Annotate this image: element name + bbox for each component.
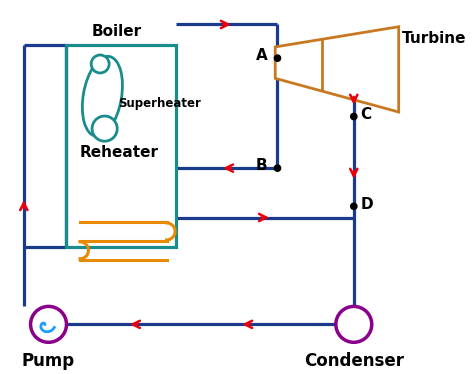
Text: C: C <box>361 107 372 122</box>
Circle shape <box>274 55 281 61</box>
Text: Condenser: Condenser <box>304 352 404 370</box>
Text: Reheater: Reheater <box>80 145 159 160</box>
Circle shape <box>336 306 372 342</box>
Text: Turbine: Turbine <box>402 31 467 46</box>
Text: Pump: Pump <box>22 352 75 370</box>
Circle shape <box>92 116 117 141</box>
Text: Boiler: Boiler <box>91 24 141 39</box>
Circle shape <box>91 55 109 73</box>
Text: B: B <box>256 158 268 174</box>
Circle shape <box>351 113 357 120</box>
Text: Superheater: Superheater <box>118 96 201 110</box>
Text: A: A <box>256 48 268 64</box>
Polygon shape <box>275 27 399 112</box>
Circle shape <box>30 306 66 342</box>
Text: D: D <box>361 197 373 212</box>
Circle shape <box>274 165 281 171</box>
Circle shape <box>351 203 357 209</box>
